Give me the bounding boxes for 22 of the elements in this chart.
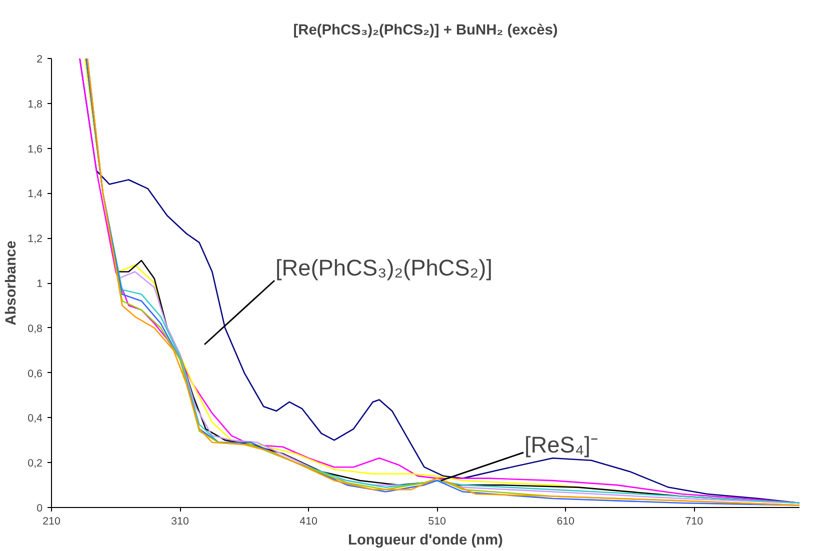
x-tick-label: 210 [42, 516, 60, 528]
y-tick-label: 1,2 [28, 233, 43, 246]
y-tick-label: 0,6 [28, 368, 43, 380]
y-tick-label: 0,4 [28, 412, 43, 425]
x-tick-label: 610 [556, 516, 575, 528]
y-tick-label: 1,8 [28, 98, 43, 110]
x-axis-title: Longueur d'onde (nm) [348, 532, 504, 548]
x-tick-label: 410 [300, 516, 318, 528]
y-tick-label: 1 [36, 278, 43, 290]
x-tick-label: 310 [171, 516, 189, 528]
x-tick-label: 510 [428, 516, 446, 528]
y-tick-label: 0,8 [28, 322, 43, 335]
y-tick-label: 0 [36, 502, 43, 514]
y-tick-label: 0,2 [28, 458, 43, 470]
annotation: [ReS₄]⁻ [524, 432, 598, 458]
chart-title: [Re(PhCS₃)₂(PhCS₂)] + BuNH₂ (excès) [293, 22, 558, 38]
y-tick-label: 2 [36, 54, 43, 66]
y-tick-label: 1,4 [28, 188, 43, 200]
annotation: [Re(PhCS₃)₂(PhCS₂)] [276, 254, 492, 280]
y-tick-label: 1,6 [28, 143, 43, 156]
x-tick-label: 710 [685, 516, 704, 528]
y-axis-title: Absorbance [4, 240, 20, 326]
